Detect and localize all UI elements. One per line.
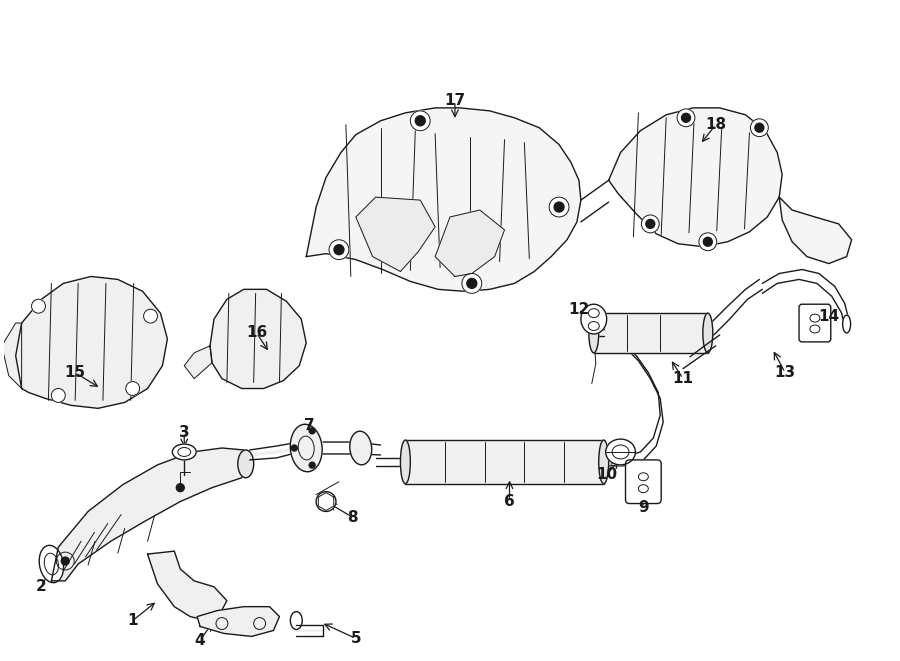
Circle shape — [642, 215, 659, 233]
Text: 2: 2 — [36, 579, 47, 594]
Text: 4: 4 — [194, 633, 205, 648]
Ellipse shape — [606, 439, 635, 465]
FancyBboxPatch shape — [626, 460, 662, 504]
Circle shape — [126, 381, 140, 395]
Circle shape — [415, 116, 425, 126]
Ellipse shape — [350, 431, 372, 465]
Polygon shape — [197, 607, 279, 637]
Text: 8: 8 — [347, 510, 358, 525]
Ellipse shape — [173, 444, 196, 460]
Text: 11: 11 — [672, 371, 694, 386]
Ellipse shape — [400, 440, 410, 484]
Text: 9: 9 — [638, 500, 649, 515]
Polygon shape — [405, 440, 604, 484]
Polygon shape — [184, 346, 212, 379]
Circle shape — [755, 123, 764, 132]
Text: 14: 14 — [818, 309, 840, 324]
Circle shape — [292, 445, 297, 451]
Polygon shape — [15, 276, 167, 408]
Text: 12: 12 — [568, 301, 590, 317]
Ellipse shape — [598, 440, 608, 484]
Circle shape — [144, 309, 158, 323]
Ellipse shape — [291, 424, 322, 472]
FancyBboxPatch shape — [799, 304, 831, 342]
Circle shape — [549, 197, 569, 217]
Text: 16: 16 — [246, 325, 267, 340]
Text: 5: 5 — [350, 631, 361, 646]
Polygon shape — [779, 197, 851, 264]
Text: 17: 17 — [445, 93, 465, 108]
Circle shape — [51, 389, 66, 403]
Circle shape — [61, 557, 69, 565]
Text: 7: 7 — [304, 418, 314, 433]
Ellipse shape — [291, 611, 302, 629]
Text: 3: 3 — [179, 424, 190, 440]
Circle shape — [681, 113, 690, 122]
Ellipse shape — [589, 313, 598, 353]
Polygon shape — [306, 108, 580, 292]
Circle shape — [677, 109, 695, 127]
Ellipse shape — [842, 315, 850, 333]
Circle shape — [699, 233, 716, 251]
Polygon shape — [435, 210, 505, 276]
Circle shape — [310, 462, 315, 468]
Polygon shape — [608, 108, 782, 247]
Ellipse shape — [238, 450, 254, 478]
Circle shape — [334, 245, 344, 254]
Circle shape — [751, 119, 769, 137]
Polygon shape — [2, 323, 22, 389]
Circle shape — [329, 240, 349, 260]
Circle shape — [410, 111, 430, 131]
Text: 13: 13 — [775, 365, 796, 380]
Circle shape — [646, 219, 655, 228]
Circle shape — [310, 428, 315, 434]
Ellipse shape — [40, 545, 64, 583]
Polygon shape — [210, 290, 306, 389]
Ellipse shape — [703, 313, 713, 353]
Polygon shape — [51, 448, 249, 581]
Polygon shape — [356, 197, 435, 272]
Ellipse shape — [316, 492, 336, 512]
Circle shape — [176, 484, 184, 492]
Polygon shape — [594, 313, 707, 353]
Circle shape — [462, 274, 482, 293]
Polygon shape — [148, 551, 227, 621]
Ellipse shape — [580, 304, 607, 334]
Circle shape — [467, 278, 477, 288]
Text: 1: 1 — [128, 613, 138, 628]
Text: 10: 10 — [596, 467, 617, 483]
Text: 6: 6 — [504, 494, 515, 509]
Text: 18: 18 — [706, 117, 726, 132]
Circle shape — [704, 237, 712, 246]
Text: 15: 15 — [65, 365, 86, 380]
Circle shape — [32, 299, 45, 313]
Circle shape — [554, 202, 564, 212]
